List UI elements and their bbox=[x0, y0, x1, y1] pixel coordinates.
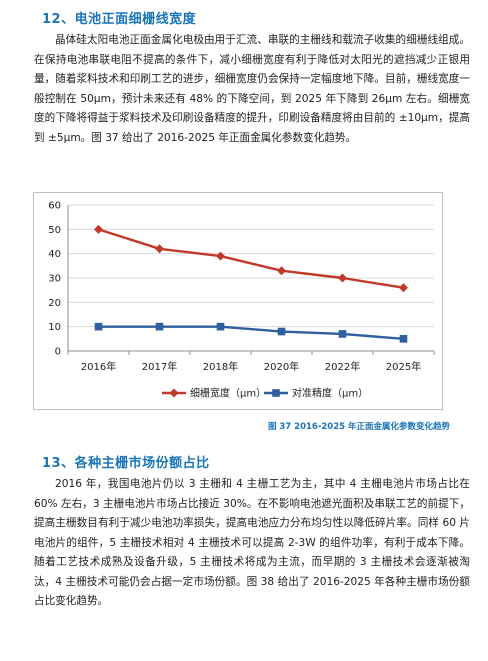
y-tick-label: 40 bbox=[48, 249, 61, 260]
data-point bbox=[277, 327, 286, 336]
data-point bbox=[155, 322, 164, 331]
section-12-title: 12、电池正面细栅线宽度 bbox=[42, 12, 197, 27]
line-chart: 0 10 20 30 40 50 60 2016年 2017年 2018年 2020年 2022年 2… bbox=[33, 192, 443, 410]
section-13-paragraph: 2016 年，我国电池片仍以 3 主栅和 4 主栅工艺为主，其中 4 主栅电池片… bbox=[34, 478, 470, 607]
data-point bbox=[399, 283, 408, 293]
figure-caption: 图 37 2016-2025 年正面金属化参数变化趋势 bbox=[267, 422, 450, 432]
y-tick-label: 60 bbox=[48, 201, 61, 212]
data-point bbox=[277, 266, 286, 276]
data-point bbox=[338, 273, 347, 283]
data-point bbox=[216, 322, 225, 331]
section-12-paragraph: 晶体硅太阳电池正面金属化电极由用于汇流、串联的主栅线和载流子收集的细栅线组成。在… bbox=[34, 34, 470, 144]
y-tick-label: 20 bbox=[48, 298, 61, 309]
legend-marker bbox=[272, 389, 280, 397]
legend-label: 对准精度（μm） bbox=[292, 387, 368, 400]
x-tick-label: 2017年 bbox=[142, 360, 177, 373]
y-tick-label: 10 bbox=[48, 322, 61, 333]
legend-label: 细栅宽度（μm） bbox=[190, 387, 266, 400]
chart-svg: 0 10 20 30 40 50 60 2016年 2017年 2018年 2020年 2022年 2… bbox=[48, 201, 435, 400]
series-line-2 bbox=[98, 325, 404, 341]
data-point bbox=[216, 251, 225, 261]
data-point bbox=[399, 335, 408, 343]
data-point bbox=[94, 224, 103, 234]
x-tick-label: 2018年 bbox=[203, 360, 238, 373]
y-tick-label: 30 bbox=[48, 274, 61, 285]
x-tick-label: 2022年 bbox=[325, 360, 360, 373]
y-tick-label: 0 bbox=[55, 347, 61, 358]
data-point bbox=[338, 330, 347, 338]
legend-marker bbox=[169, 388, 179, 398]
x-tick-label: 2025年 bbox=[386, 360, 421, 373]
data-point bbox=[155, 244, 164, 254]
data-point bbox=[94, 322, 103, 331]
series-line-1 bbox=[98, 228, 404, 289]
section-13-title: 13、各种主栅市场份额占比 bbox=[42, 456, 210, 471]
x-tick-label: 2020年 bbox=[264, 360, 299, 373]
y-tick-label: 50 bbox=[48, 225, 61, 236]
x-tick-label: 2016年 bbox=[81, 360, 116, 373]
